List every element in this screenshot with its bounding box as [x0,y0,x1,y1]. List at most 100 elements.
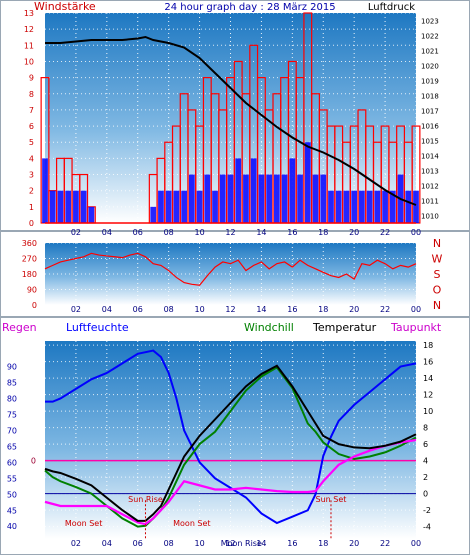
x-tick-label: 06 [133,228,143,237]
x-tick-label: 00 [411,539,421,548]
y-tick-label-luftdruck: 1014 [421,153,439,161]
y-tick-label-windstaerke: 9 [29,74,34,83]
x-tick-label: 18 [318,539,328,548]
dewpoint-line [44,438,417,526]
y-tick-label-temperatur: 0 [423,490,428,499]
y-tick-label-windstaerke: 10 [24,57,34,66]
y-tick-label-temperatur: -4 [423,523,431,532]
wind-average-bar [374,190,381,223]
x-tick-label: 08 [164,539,174,548]
y-tick-label-luftfeuchte: 75 [7,410,17,419]
annotation-label: Moon Set [65,519,102,528]
pressure-line [45,35,417,206]
compass-label: N [433,237,441,250]
y-tick-label-temperatur: 6 [423,440,428,449]
y-tick-label-windstaerke: 8 [29,90,34,99]
y-tick-label-windstaerke: 0 [29,219,34,228]
legend-windchill: Windchill [244,321,294,334]
humidity-line [45,349,417,525]
y-tick-label-luftdruck: 1023 [421,18,439,26]
wind-average-bar [250,158,257,223]
x-tick-label: 20 [349,228,359,237]
wind-average-bar [389,190,396,223]
y-tick-label-temperatur: -2 [423,506,431,515]
y-tick-label-windstaerke: 12 [24,25,34,34]
wind-average-bar [165,190,172,223]
x-tick-label: 04 [102,305,112,314]
header-left-label: Windstärke [34,0,96,13]
y-tick-label-luftdruck: 1019 [421,78,439,86]
x-tick-label: 10 [194,305,204,314]
y-tick-label-direction: 180 [22,270,37,279]
x-tick-label: 08 [164,305,174,314]
header-title: 24 hour graph day : 28 März 2015 [164,2,335,13]
wind-average-bar [243,174,249,223]
wind-average-bar [219,174,226,223]
y-tick-label-direction: 360 [22,239,37,248]
y-tick-label-luftdruck: 1010 [421,213,439,221]
y-tick-label-luftdruck: 1020 [421,63,439,71]
wind-average-bar [204,174,211,223]
y-tick-label-luftdruck: 1017 [421,108,439,116]
y-tick-label-windstaerke: 11 [24,41,34,50]
compass-label: W [432,253,443,266]
y-tick-label-temperatur: 16 [423,358,433,367]
wind-average-bar [413,190,419,223]
x-tick-label: 16 [287,305,297,314]
x-tick-label: 14 [256,305,266,314]
legend-luftfeuchte: Luftfeuchte [66,321,129,334]
y-tick-label-luftfeuchte: 90 [7,363,17,372]
x-tick-label: 18 [318,305,328,314]
wind-average-bar [196,190,203,223]
annotation-label: Sun Rise [128,495,163,504]
wind-average-bar [49,190,56,223]
y-tick-label-luftfeuchte: 50 [7,490,17,499]
y-tick-label-windstaerke: 13 [24,9,34,18]
y-tick-label-temperatur: 12 [423,391,433,400]
x-tick-label: 04 [102,539,112,548]
y-tick-label-luftfeuchte: 45 [7,506,17,515]
y-tick-label-windstaerke: 3 [29,171,34,180]
x-tick-label: 20 [349,305,359,314]
y-tick-label-temperatur: 10 [423,407,433,416]
y-tick-label-windstaerke: 6 [29,122,34,131]
x-tick-label: 08 [164,228,174,237]
annotation-label: Moon Set [173,519,210,528]
x-tick-label: 02 [71,228,81,237]
x-tick-label: 06 [133,305,143,314]
x-tick-label: 16 [287,539,297,548]
temperature-line [44,364,417,522]
y-tick-label-luftfeuchte: 40 [7,522,17,531]
y-tick-label-direction: 90 [27,286,37,295]
wind-average-bar [312,174,319,223]
x-tick-label: 04 [102,228,112,237]
wind-direction-line [44,252,417,286]
wind-average-bar [181,190,187,223]
x-tick-label: 00 [411,305,421,314]
y-tick-label-luftdruck: 1012 [421,183,439,191]
y-tick-label-windstaerke: 1 [29,203,34,212]
wind-average-bar [173,190,180,223]
y-tick-label-luftdruck: 1016 [421,123,439,131]
wind-average-bar [227,174,234,223]
y-tick-label-luftfeuchte: 70 [7,426,17,435]
legend-regen: Regen [2,321,37,334]
y-tick-label-temperatur: 8 [423,424,428,433]
y-tick-label-direction: 270 [22,255,37,264]
y-tick-label-luftdruck: 1015 [421,138,439,146]
wind-average-bar [42,158,48,223]
compass-label: N [433,299,441,312]
x-tick-label: 18 [318,228,328,237]
x-tick-label: 22 [380,305,390,314]
wind-average-bar [335,190,342,223]
wind-average-bar [366,190,373,223]
compass-label: S [434,268,441,281]
x-tick-label: 14 [256,228,266,237]
y-tick-label-windstaerke: 5 [29,138,34,147]
wind-average-bar [88,206,95,223]
windchill-line [44,366,417,528]
regen-zero-label: 0 [31,457,36,466]
annotation-label: Sun Set [316,495,347,504]
y-tick-label-luftfeuchte: 55 [7,474,17,483]
